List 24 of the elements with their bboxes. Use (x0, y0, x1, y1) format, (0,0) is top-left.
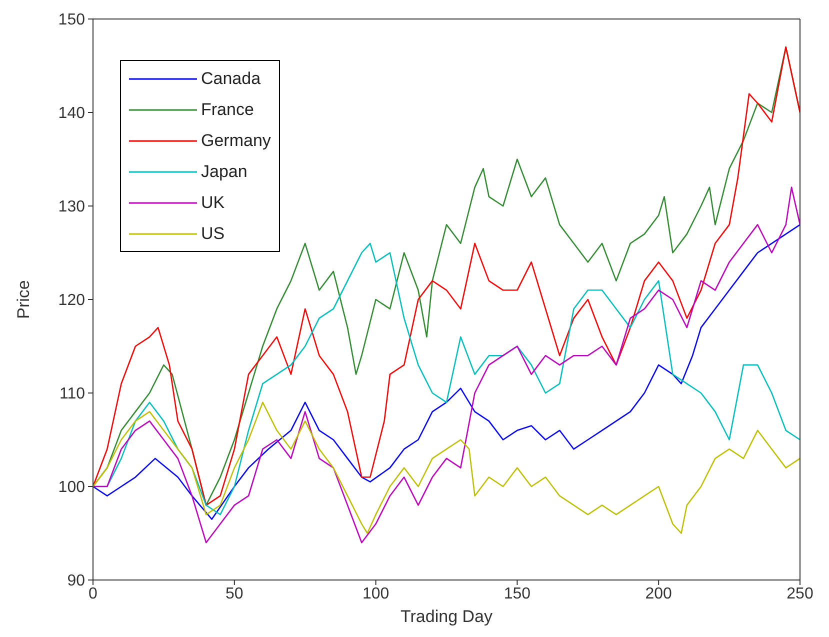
legend-label: US (201, 224, 225, 244)
legend-label: UK (201, 192, 225, 212)
y-tick-label: 140 (58, 105, 86, 122)
line-series (93, 46, 800, 506)
x-tick-label: 250 (786, 585, 814, 602)
x-tick-label: 0 (88, 585, 98, 602)
x-tick-label: 200 (645, 585, 672, 602)
y-tick-label: 90 (67, 572, 86, 590)
legend-label: Japan (201, 162, 248, 182)
x-tick-label: 50 (226, 585, 244, 602)
y-tick-label: 130 (58, 198, 86, 216)
x-axis-title: Trading Day (400, 607, 493, 626)
x-tick-label: 150 (504, 585, 531, 602)
y-tick-label: 100 (58, 479, 86, 496)
y-axis-title: Price (14, 280, 34, 319)
y-tick-label: 120 (58, 292, 86, 310)
legend-label: Germany (201, 130, 271, 150)
legend-label: Canada (201, 68, 261, 88)
line-series (93, 402, 800, 534)
line-series (93, 186, 800, 544)
y-tick-label: 110 (59, 386, 86, 403)
y-tick-label: 150 (58, 12, 86, 29)
legend-label: France (201, 100, 254, 120)
x-tick-label: 100 (362, 585, 390, 602)
